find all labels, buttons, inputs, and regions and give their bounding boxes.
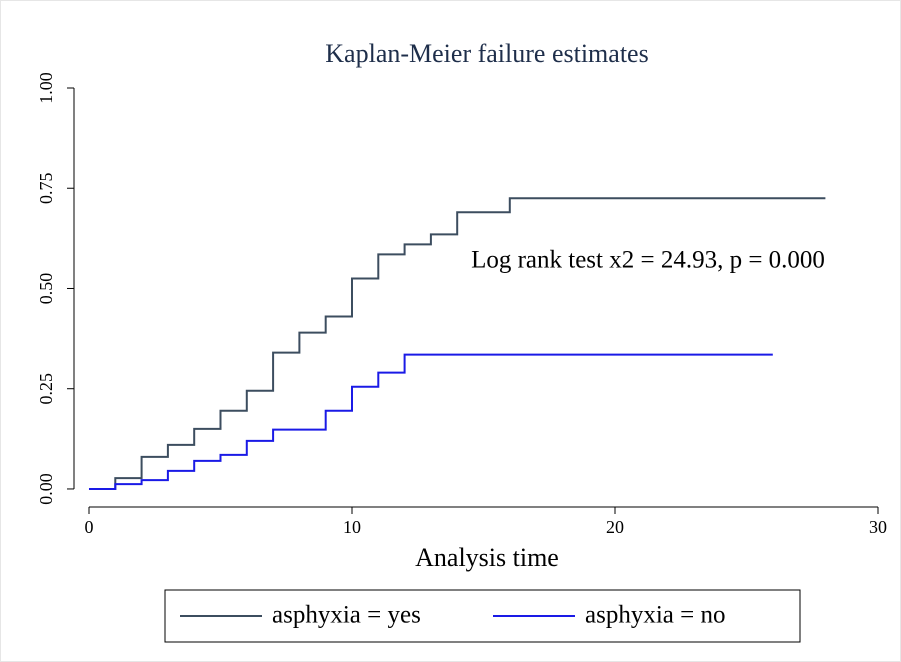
chart-title: Kaplan-Meier failure estimates	[325, 39, 648, 68]
y-tick-label: 1.00	[36, 72, 56, 104]
legend-label: asphyxia = no	[585, 602, 725, 629]
y-tick-label: 0.00	[36, 473, 56, 505]
y-tick-label: 0.75	[36, 172, 56, 204]
survival-line	[88, 197, 826, 490]
x-tick-label: 10	[343, 517, 361, 537]
x-tick-label: 20	[606, 517, 624, 537]
x-axis-label: Analysis time	[415, 543, 559, 572]
x-tick-label: 0	[84, 517, 93, 537]
y-tick-label: 0.25	[36, 373, 56, 405]
annotation: Log rank test x2 = 24.93, p = 0.000	[471, 247, 825, 274]
legend-box	[164, 589, 801, 643]
legend-label: asphyxia = yes	[272, 602, 421, 629]
survival-line	[88, 353, 773, 490]
x-tick-label: 30	[869, 517, 887, 537]
y-tick-label: 0.50	[36, 273, 56, 305]
